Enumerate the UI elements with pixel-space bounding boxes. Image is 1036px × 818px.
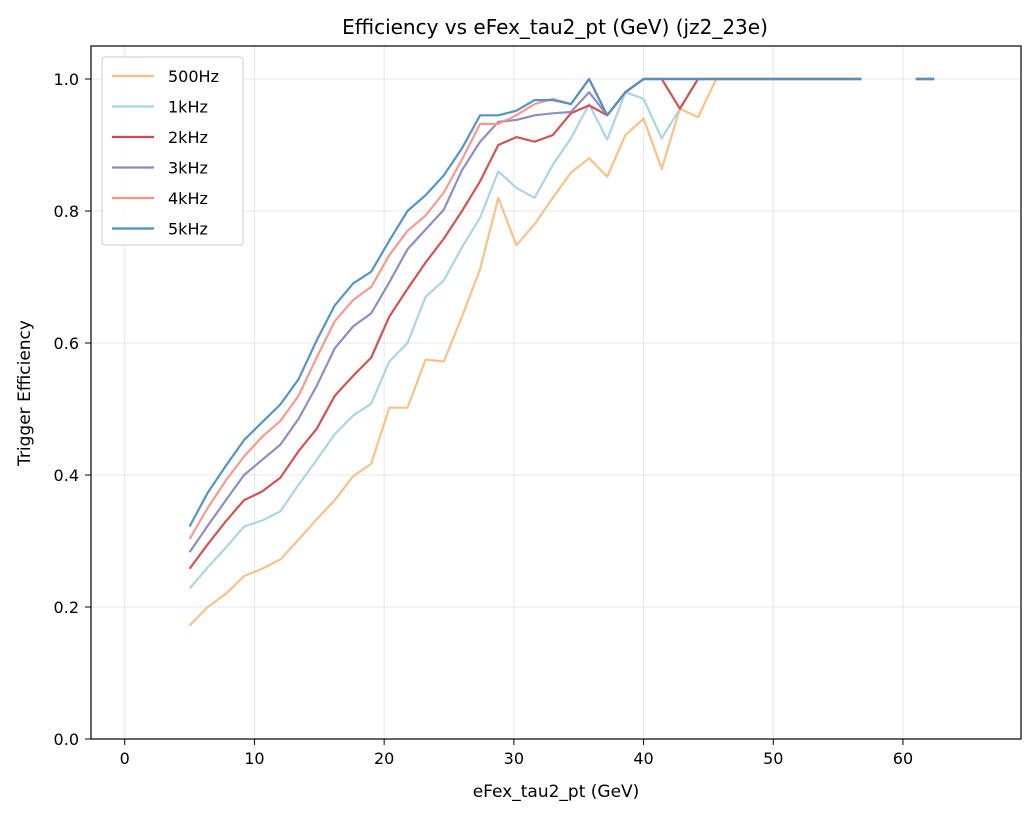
- x-tick-label: 30: [504, 749, 524, 768]
- y-tick-label: 0.4: [54, 466, 79, 485]
- legend-label-3khz: 3kHz: [168, 159, 208, 178]
- x-tick-label: 60: [893, 749, 913, 768]
- series-line-1khz: [188, 77, 935, 590]
- plot-frame: [90, 45, 1022, 740]
- x-tick-label: 50: [763, 749, 783, 768]
- y-tick-label: 0.8: [54, 202, 79, 221]
- x-tick-label: 20: [374, 749, 394, 768]
- y-axis-label: Trigger Efficiency: [15, 320, 35, 467]
- y-tick-label: 0.2: [54, 598, 79, 617]
- series-line-5khz: [188, 77, 935, 528]
- chart-title: Efficiency vs eFex_tau2_pt (GeV) (jz2_23…: [342, 15, 768, 39]
- series-line-4khz: [188, 77, 935, 540]
- x-axis-label: eFex_tau2_pt (GeV): [473, 782, 640, 802]
- legend-label-2khz: 2kHz: [168, 128, 208, 147]
- y-tick-label: 0.6: [54, 334, 79, 353]
- y-axis-ticks: 0.0 0.2 0.4 0.6 0.8 1.0: [54, 70, 91, 749]
- legend-label-5khz: 5kHz: [168, 220, 208, 239]
- grid-lines: [91, 46, 1021, 740]
- x-tick-label: 10: [244, 749, 264, 768]
- x-tick-label: 40: [633, 749, 653, 768]
- legend-label-1khz: 1kHz: [168, 98, 208, 117]
- y-tick-label: 1.0: [54, 70, 79, 89]
- series-lines: [188, 77, 935, 627]
- x-tick-label: 0: [120, 749, 130, 768]
- series-line-500hz: [188, 77, 935, 627]
- legend-label-500hz: 500Hz: [168, 67, 219, 86]
- legend-label-4khz: 4kHz: [168, 189, 208, 208]
- legend: 500Hz 1kHz 2kHz 3kHz 4kHz 5kHz: [101, 56, 244, 246]
- x-axis-ticks: 0 10 20 30 40 50 60: [120, 739, 913, 768]
- y-tick-label: 0.0: [54, 730, 79, 749]
